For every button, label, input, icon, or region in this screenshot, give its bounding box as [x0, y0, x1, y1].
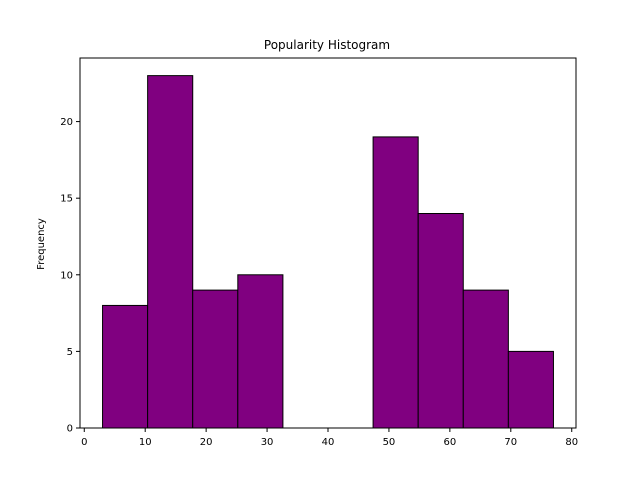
x-tick-label: 20	[200, 437, 213, 448]
y-tick-label: 20	[60, 117, 73, 128]
y-tick-label: 10	[60, 270, 73, 281]
histogram-bar-8	[462, 289, 509, 429]
histogram-bar-6	[372, 136, 419, 429]
histogram-bar-2	[192, 289, 239, 429]
chart-title: Popularity Histogram	[264, 38, 390, 52]
y-tick-label: 5	[67, 347, 73, 358]
histogram-bar-7	[417, 213, 464, 429]
axes-group: 0 10 20 30 40 50 60 70 80 0 5 10 15 20	[60, 117, 578, 448]
x-tick-label: 10	[139, 437, 152, 448]
x-tick-label: 60	[444, 437, 457, 448]
y-tick-label: 0	[67, 424, 73, 435]
histogram-bar-0	[102, 304, 149, 429]
histogram-bar-3	[237, 274, 284, 429]
plot-frame	[79, 57, 577, 429]
x-tick-label: 70	[504, 437, 517, 448]
histogram-bar-1	[147, 75, 194, 429]
x-tick-label: 30	[261, 437, 274, 448]
histogram-bar-9	[507, 350, 554, 429]
x-tick-label: 80	[565, 437, 578, 448]
x-tick-label: 40	[322, 437, 335, 448]
y-tick-label: 15	[60, 194, 73, 205]
bars-group	[102, 75, 554, 429]
x-tick-label: 0	[81, 437, 87, 448]
x-tick-label: 50	[383, 437, 396, 448]
y-axis-label: Frequency	[36, 218, 47, 270]
